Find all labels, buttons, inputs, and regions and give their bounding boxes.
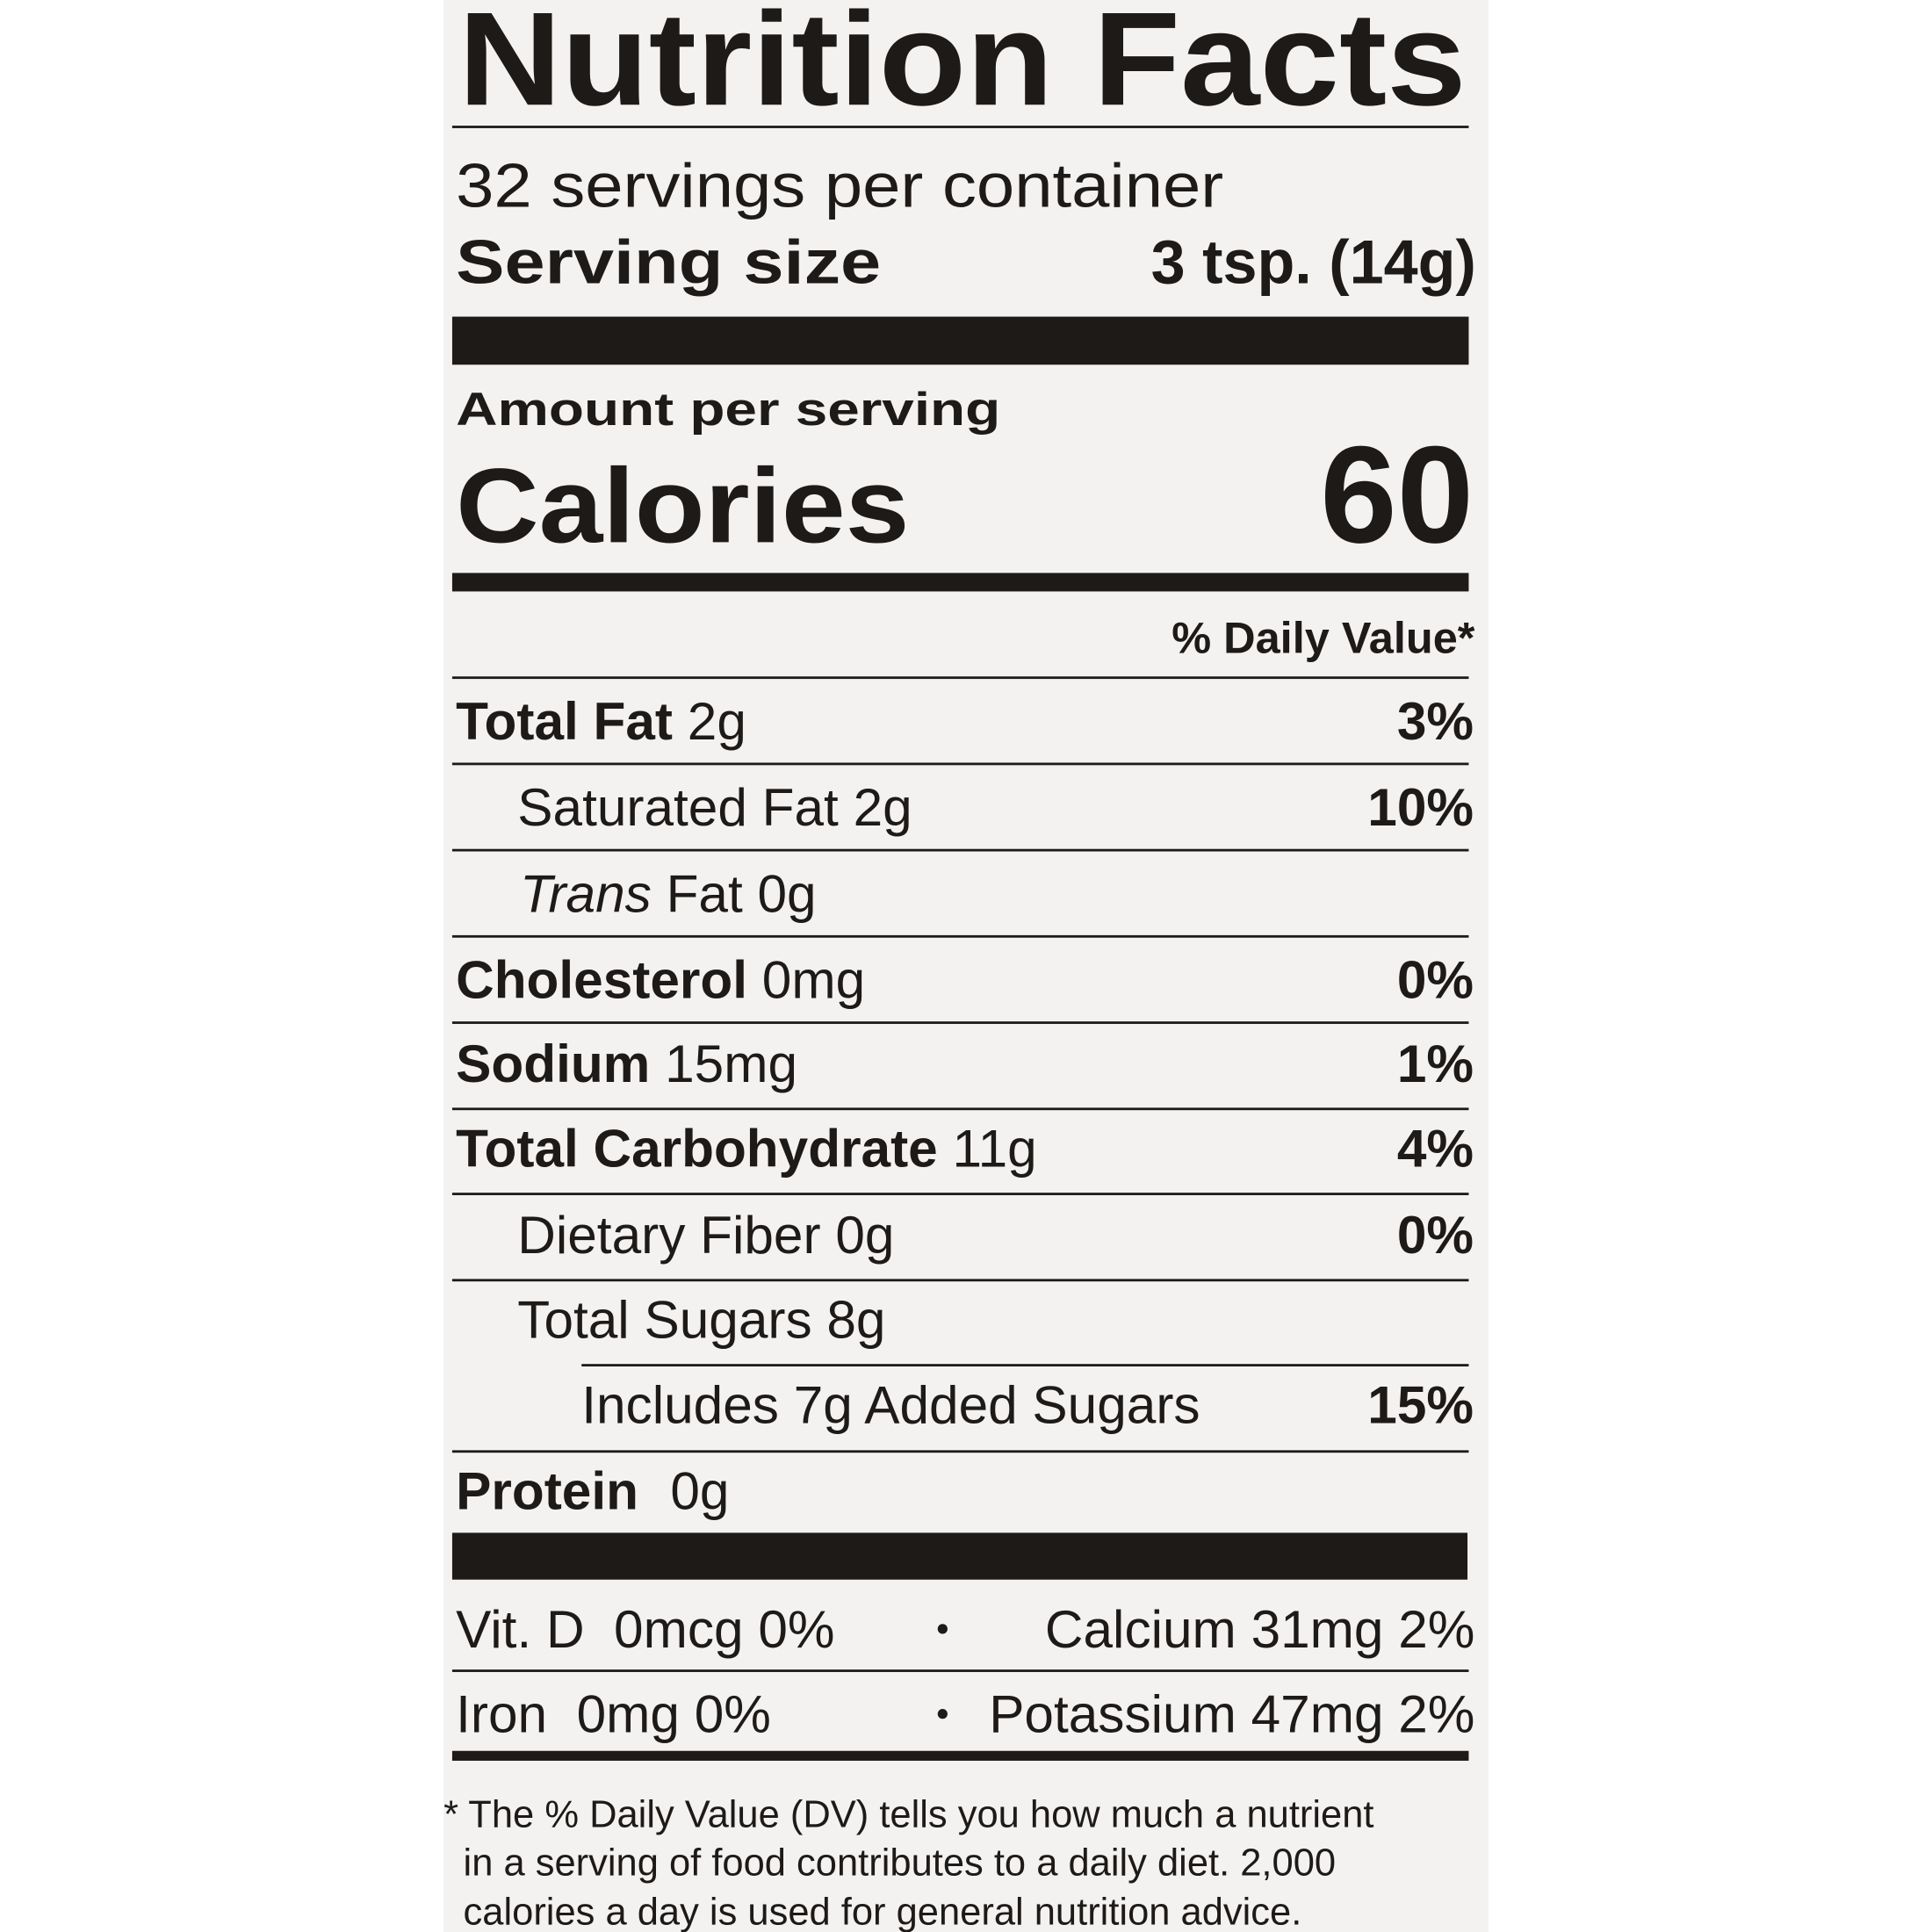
nutrient-dv: 3% bbox=[1397, 691, 1474, 751]
nutrient-amount: 15mg bbox=[665, 1034, 797, 1093]
rule bbox=[451, 934, 1469, 938]
nutrient-row: Total Carbohydrate 11g bbox=[456, 1119, 1037, 1179]
rule bbox=[451, 1193, 1469, 1195]
nutrient-row: Cholesterol 0mg bbox=[456, 949, 865, 1009]
thick-rule bbox=[451, 1532, 1468, 1580]
rule bbox=[451, 1450, 1469, 1453]
rule bbox=[451, 762, 1469, 766]
daily-value-header: % Daily Value* bbox=[1171, 613, 1475, 663]
amount-per-serving: Amount per serving bbox=[456, 384, 1000, 436]
nutrient-amount: 0mg bbox=[762, 949, 865, 1009]
medium-rule bbox=[451, 573, 1469, 592]
bullet bbox=[937, 1709, 948, 1719]
nutrient-dv: 15% bbox=[1367, 1375, 1474, 1435]
nutrient-name: Total Carbohydrate bbox=[456, 1119, 938, 1179]
nutrient-amount: Fat 0g bbox=[667, 863, 817, 923]
footnote-line: calories a day is used for general nutri… bbox=[464, 1892, 1302, 1932]
vitamin-right: Calcium 31mg 2% bbox=[1045, 1599, 1475, 1659]
rule bbox=[451, 1750, 1469, 1761]
nutrient-dv: 1% bbox=[1397, 1034, 1474, 1093]
calories-label: Calories bbox=[456, 446, 909, 565]
rule bbox=[451, 1021, 1469, 1024]
rule bbox=[451, 848, 1469, 852]
nutrient-dv: 10% bbox=[1367, 777, 1474, 837]
nutrient-row: Total Fat 2g bbox=[456, 691, 746, 751]
nutrient-name: Protein bbox=[456, 1461, 638, 1521]
nutrient-name: Sodium bbox=[456, 1034, 650, 1093]
nutrient-dv: 0% bbox=[1397, 949, 1474, 1009]
nutrient-row: Trans Fat 0g bbox=[520, 863, 817, 923]
servings: 32 servings per container bbox=[456, 151, 1223, 220]
nutrient-name: Includes 7g Added Sugars bbox=[581, 1375, 1200, 1435]
thick-rule bbox=[451, 316, 1469, 365]
rule bbox=[451, 1107, 1469, 1111]
vitamin-right: Potassium 47mg 2% bbox=[989, 1684, 1474, 1744]
nutrient-name: Total Sugars 8g bbox=[517, 1290, 885, 1350]
bullet bbox=[937, 1624, 948, 1634]
nutrient-name: Saturated Fat 2g bbox=[517, 777, 912, 837]
calories-value: 60 bbox=[1320, 418, 1474, 572]
footnote-line: in a serving of food contributes to a da… bbox=[464, 1842, 1337, 1884]
title: Nutrition Facts bbox=[458, 0, 1467, 133]
rule bbox=[451, 1669, 1469, 1672]
vitamin-left: Vit. D 0mcg 0% bbox=[456, 1599, 834, 1659]
rule bbox=[451, 1279, 1469, 1282]
nutrient-amount: 2g bbox=[688, 691, 746, 751]
serving-size-label: Serving size bbox=[456, 227, 881, 297]
nutrient-name: Total Fat bbox=[456, 691, 673, 751]
nutrient-name: Dietary Fiber 0g bbox=[517, 1205, 894, 1265]
nutrient-dv: 4% bbox=[1397, 1119, 1474, 1179]
serving-size-value: 3 tsp. (14g) bbox=[1151, 227, 1476, 297]
nutrient-name: Trans bbox=[520, 863, 652, 923]
nutrient-row: Sodium 15mg bbox=[456, 1034, 797, 1093]
rule bbox=[581, 1364, 1469, 1366]
nutrient-row: Protein 0g bbox=[456, 1461, 729, 1521]
rule bbox=[451, 676, 1469, 680]
footnote-line: * The % Daily Value (DV) tells you how m… bbox=[443, 1794, 1373, 1836]
rule bbox=[451, 126, 1469, 128]
nutrient-name: Cholesterol bbox=[456, 949, 747, 1009]
nutrient-amount: 0g bbox=[670, 1461, 729, 1521]
nutrient-amount: 11g bbox=[953, 1119, 1037, 1179]
vitamin-left: Iron 0mg 0% bbox=[456, 1684, 771, 1744]
nutrient-dv: 0% bbox=[1397, 1205, 1474, 1265]
